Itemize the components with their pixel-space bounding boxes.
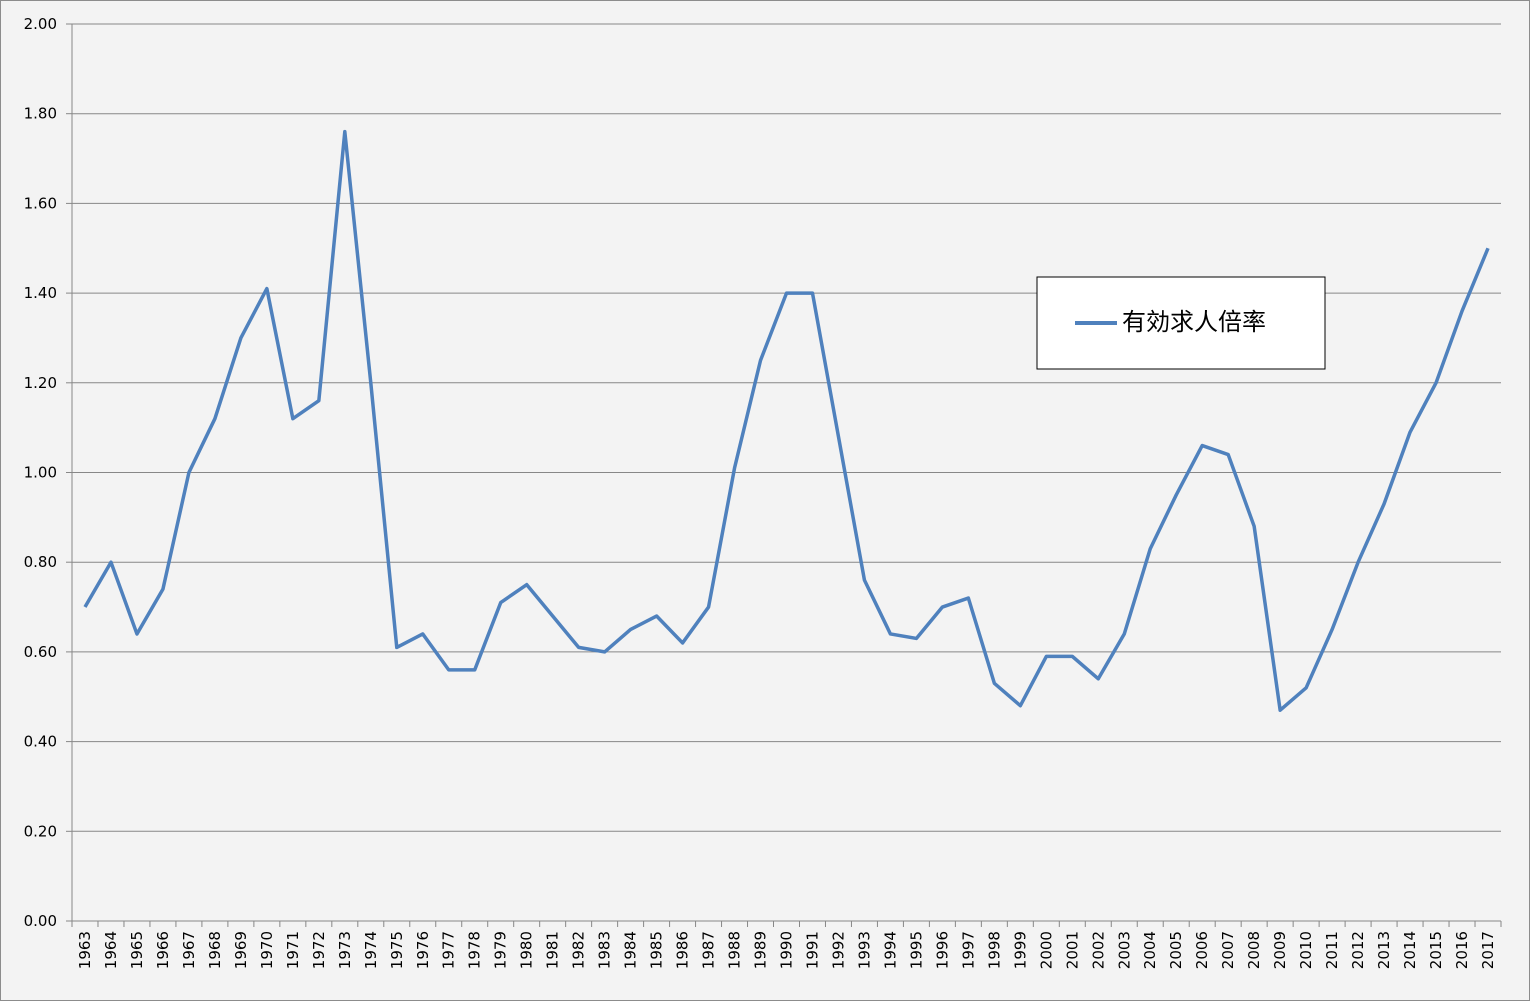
- gridlines: [72, 23, 1501, 832]
- y-tick-label: 1.20: [24, 374, 57, 392]
- x-tick-label: 2005: [1167, 931, 1185, 969]
- x-tick-label: 1992: [829, 931, 847, 969]
- y-tick-label: 0.40: [24, 733, 57, 751]
- x-tick-label: 1982: [570, 931, 588, 969]
- x-tick-label: 2014: [1401, 931, 1419, 969]
- x-tick-label: 1968: [206, 931, 224, 969]
- x-tick-label: 1965: [128, 931, 146, 969]
- x-tick-label: 1981: [544, 931, 562, 969]
- y-tick-label: 1.40: [24, 284, 57, 302]
- x-tick-label: 1990: [778, 931, 796, 969]
- x-tick-label: 2012: [1349, 931, 1367, 969]
- x-tick-label: 2017: [1479, 931, 1497, 969]
- x-tick-label: 2007: [1219, 931, 1237, 969]
- y-tick-label: 0.60: [24, 643, 57, 661]
- y-tick-label: 0.20: [24, 822, 57, 840]
- x-tick-label: 1987: [700, 931, 718, 969]
- x-tick-label: 1972: [310, 931, 328, 969]
- y-tick-label: 0.80: [24, 553, 57, 571]
- x-tick-label: 2015: [1427, 931, 1445, 969]
- series-lines: [83, 129, 1490, 712]
- x-tick-label: 1977: [440, 931, 458, 969]
- legend: 有効求人倍率: [1036, 276, 1326, 370]
- x-tick-label: 1984: [622, 931, 640, 969]
- x-tick-label: 1971: [284, 931, 302, 969]
- x-tick-label: 1963: [76, 931, 94, 969]
- x-tick-label: 1995: [907, 931, 925, 969]
- y-tick-label: 0.00: [24, 912, 57, 930]
- x-tick-label: 1998: [985, 931, 1003, 969]
- y-tick-label: 1.60: [24, 194, 57, 212]
- x-tick-label: 1997: [959, 931, 977, 969]
- axes: [66, 23, 1502, 927]
- x-tick-label: 2001: [1063, 931, 1081, 969]
- x-axis-tick-labels: 1963 1964 1965 1966 1967 1968 1969 1970 1971 1972…: [76, 931, 1497, 969]
- x-tick-label: 2004: [1141, 931, 1159, 969]
- x-tick-label: 1991: [803, 931, 821, 969]
- y-tick-label: 1.80: [24, 105, 57, 123]
- x-tick-label: 1989: [752, 931, 770, 969]
- y-axis-tick-labels: 0.00 0.20 0.40 0.60 0.80 1.00 1.20 1.40 1.60 1.80…: [24, 15, 57, 930]
- x-tick-label: 1975: [388, 931, 406, 969]
- x-tick-label: 1976: [414, 931, 432, 969]
- x-tick-label: 1996: [933, 931, 951, 969]
- x-tick-label: 1970: [258, 931, 276, 969]
- x-tick-label: 1973: [336, 931, 354, 969]
- x-tick-label: 1993: [855, 931, 873, 969]
- x-tick-label: 1978: [466, 931, 484, 969]
- x-tick-label: 1969: [232, 931, 250, 969]
- series-line-0: [83, 129, 1490, 712]
- x-tick-label: 1964: [102, 931, 120, 969]
- x-tick-label: 1974: [362, 931, 380, 969]
- x-tick-label: 2010: [1297, 931, 1315, 969]
- x-tick-label: 1967: [180, 931, 198, 969]
- legend-label-series-0: 有効求人倍率: [1122, 308, 1266, 336]
- y-tick-label: 2.00: [24, 15, 57, 33]
- x-tick-label: 1985: [648, 931, 666, 969]
- x-tick-label: 1986: [674, 931, 692, 969]
- x-tick-label: 2003: [1115, 931, 1133, 969]
- x-tick-label: 1983: [596, 931, 614, 969]
- x-tick-label: 2002: [1089, 931, 1107, 969]
- x-tick-label: 1966: [154, 931, 172, 969]
- x-tick-label: 2011: [1323, 931, 1341, 969]
- x-tick-label: 1988: [726, 931, 744, 969]
- x-tick-label: 2016: [1453, 931, 1471, 969]
- x-tick-label: 1980: [518, 931, 536, 969]
- x-tick-label: 1979: [492, 931, 510, 969]
- x-tick-label: 2000: [1037, 931, 1055, 969]
- x-tick-label: 1999: [1011, 931, 1029, 969]
- y-tick-label: 1.00: [24, 464, 57, 482]
- x-tick-label: 2006: [1193, 931, 1211, 969]
- x-tick-label: 2013: [1375, 931, 1393, 969]
- x-tick-label: 2009: [1271, 931, 1289, 969]
- x-tick-label: 2008: [1245, 931, 1263, 969]
- x-tick-label: 1994: [881, 931, 899, 969]
